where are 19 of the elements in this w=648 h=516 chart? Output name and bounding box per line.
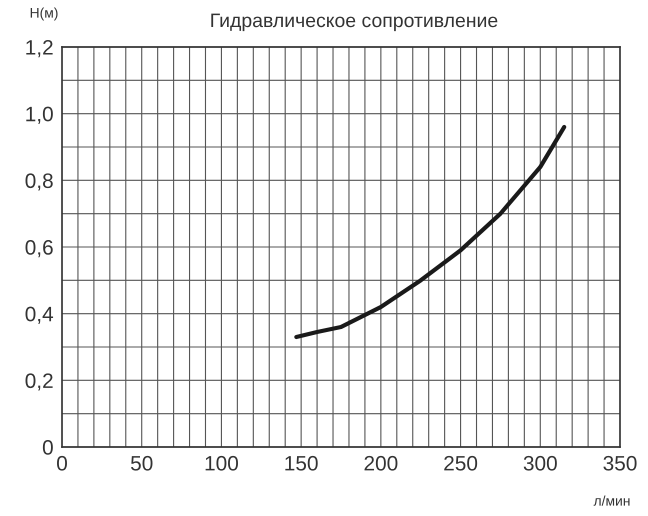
y-tick-label: 0,8 [26, 173, 53, 191]
x-tick-label: 250 [444, 456, 478, 471]
y-tick-label: 0,2 [26, 373, 53, 391]
chart-title: Гидравлическое сопротивление [211, 14, 498, 32]
y-tick-label: 1,0 [26, 106, 53, 124]
y-tick-label: 0,4 [26, 306, 54, 324]
x-axis-title: л/мин [594, 496, 630, 506]
x-tick-label: 200 [364, 456, 398, 471]
line-series [294, 124, 566, 340]
x-tick-label: 300 [524, 456, 557, 471]
x-tick-label: 50 [130, 456, 152, 471]
x-tick-label: 150 [285, 456, 318, 471]
y-tick-label: 0,6 [26, 240, 53, 258]
x-tick-label: 100 [206, 456, 238, 471]
y-axis-title: H(м) [30, 8, 58, 20]
x-tick-label: 350 [603, 456, 637, 471]
y-tick-label: 0 [42, 440, 53, 455]
y-tick-label: 1,2 [26, 40, 53, 58]
x-tick-label: 0 [57, 456, 67, 471]
